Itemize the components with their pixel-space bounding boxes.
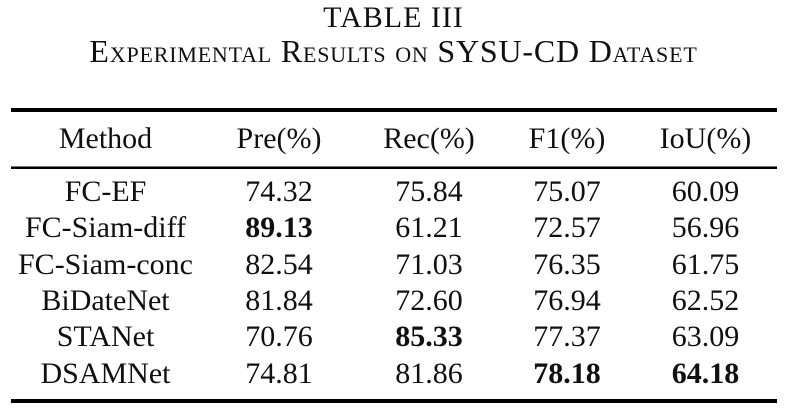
method-cell: DSAMNet — [40, 356, 171, 390]
table-row: FC-EF 74.32 75.84 75.07 60.09 — [11, 174, 777, 210]
value-cell: 74.32 — [245, 175, 313, 209]
value-cell: 78.18 — [533, 356, 601, 390]
table-caption-label: TABLE III — [323, 1, 464, 34]
value-cell: 76.35 — [533, 247, 601, 281]
method-cell: FC-Siam-conc — [18, 247, 193, 281]
column-header-method: Method — [58, 122, 153, 155]
value-cell: 85.33 — [395, 320, 463, 354]
value-cell: 77.37 — [533, 320, 601, 354]
method-cell: FC-EF — [64, 175, 147, 209]
value-cell: 72.60 — [395, 284, 463, 318]
value-cell: 71.03 — [395, 247, 463, 281]
value-cell: 81.86 — [395, 356, 463, 390]
value-cell: 75.84 — [395, 175, 463, 209]
value-cell: 62.52 — [671, 284, 740, 318]
column-header-f1: F1(%) — [528, 122, 606, 155]
column-header-iou: IoU(%) — [659, 122, 752, 155]
table-row: STANet 70.76 85.33 77.37 63.09 — [11, 319, 777, 355]
method-cell: STANet — [56, 320, 155, 354]
value-cell: 61.21 — [395, 211, 463, 245]
table-body: FC-EF 74.32 75.84 75.07 60.09 FC-Siam-diff 89.… — [11, 169, 777, 392]
table-top-rule — [11, 108, 777, 112]
value-cell: 63.09 — [671, 320, 740, 354]
value-cell: 82.54 — [245, 247, 313, 281]
value-cell: 81.84 — [245, 284, 313, 318]
value-cell: 70.76 — [245, 320, 313, 354]
value-cell: 56.96 — [671, 211, 740, 245]
value-cell: 61.75 — [671, 247, 740, 281]
table-header-row: Method Pre(%) Rec(%) F1(%) IoU(%) — [11, 112, 777, 166]
method-cell: BiDateNet — [41, 284, 170, 318]
value-cell: 89.13 — [245, 211, 313, 245]
value-cell: 72.57 — [533, 211, 601, 245]
value-cell: 76.94 — [533, 284, 601, 318]
value-cell: 60.09 — [671, 175, 740, 209]
table-header-rule — [11, 166, 777, 169]
method-cell: FC-Siam-diff — [24, 211, 187, 245]
column-header-precision: Pre(%) — [236, 122, 322, 155]
table-row: FC-Siam-conc 82.54 71.03 76.35 61.75 — [11, 247, 777, 283]
table-bottom-rule — [11, 398, 777, 403]
value-cell: 64.18 — [671, 356, 740, 390]
value-cell: 74.81 — [245, 356, 313, 390]
table-row: DSAMNet 74.81 81.86 78.18 64.18 — [11, 355, 777, 391]
column-header-recall: Rec(%) — [383, 122, 475, 155]
table-row: BiDateNet 81.84 72.60 76.94 62.52 — [11, 283, 777, 319]
table-caption-title: Experimental Results on SYSU-CD Dataset — [89, 33, 698, 69]
value-cell: 75.07 — [533, 175, 601, 209]
table-row: FC-Siam-diff 89.13 61.21 72.57 56.96 — [11, 210, 777, 246]
results-table: Method Pre(%) Rec(%) F1(%) IoU(%) FC-EF 7… — [11, 108, 777, 403]
